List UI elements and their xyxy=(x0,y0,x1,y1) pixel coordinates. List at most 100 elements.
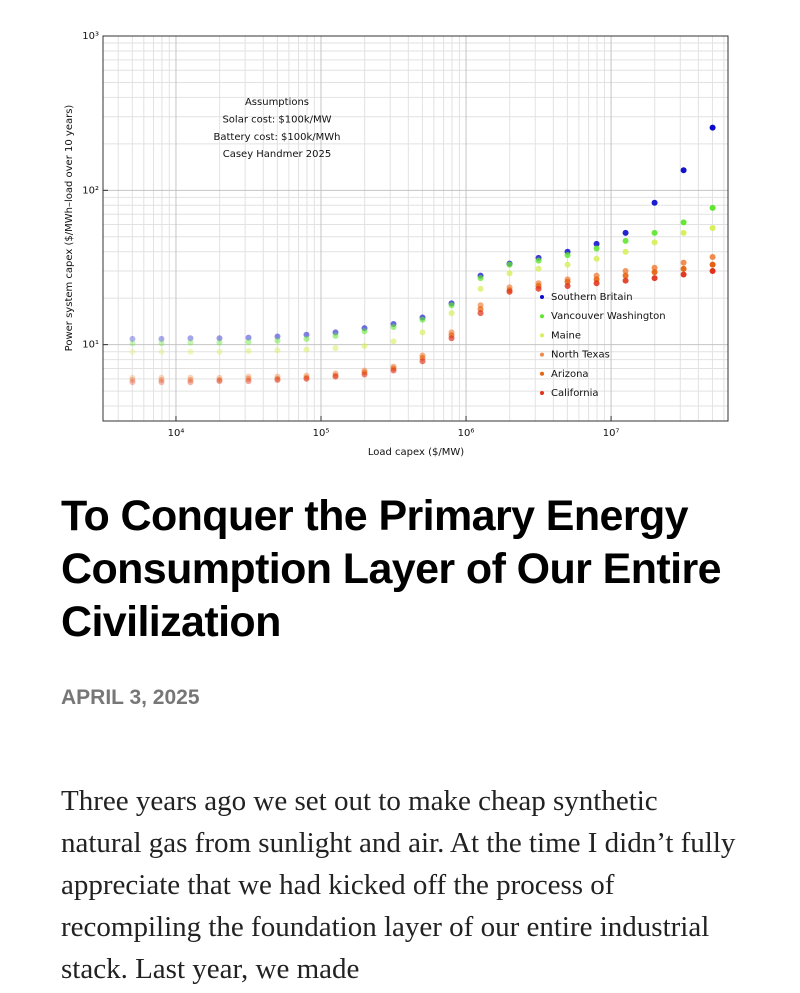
data-point xyxy=(506,270,513,277)
data-point xyxy=(564,252,571,259)
legend-marker xyxy=(540,333,544,338)
data-point xyxy=(129,335,136,342)
data-point xyxy=(564,261,571,268)
data-point xyxy=(216,335,223,342)
data-point xyxy=(680,271,687,278)
data-point xyxy=(129,374,136,381)
data-point xyxy=(158,335,165,342)
data-point xyxy=(303,346,310,353)
article-body: Three years ago we set out to make cheap… xyxy=(61,785,736,985)
data-point xyxy=(158,340,165,347)
data-point xyxy=(187,379,194,386)
data-point xyxy=(216,376,223,383)
legend-label: California xyxy=(551,388,599,399)
data-point xyxy=(361,371,368,378)
data-point xyxy=(593,240,600,247)
data-point xyxy=(680,219,687,226)
data-point xyxy=(593,280,600,287)
data-point xyxy=(419,316,426,323)
data-point xyxy=(274,333,281,340)
data-point xyxy=(245,334,252,341)
data-point xyxy=(390,367,397,374)
data-point xyxy=(129,340,136,347)
plot-frame xyxy=(102,35,729,422)
data-point xyxy=(564,282,571,289)
data-point xyxy=(158,379,165,386)
data-point xyxy=(216,348,223,355)
legend-label: Vancouver Washington xyxy=(551,311,666,322)
data-point xyxy=(274,375,281,382)
data-point xyxy=(622,268,629,275)
legend-label: Arizona xyxy=(551,369,589,380)
data-point xyxy=(680,259,687,266)
data-point xyxy=(477,275,484,282)
data-point xyxy=(245,375,252,382)
x-axis-label: Load capex ($/MW) xyxy=(368,447,464,458)
data-point xyxy=(303,331,310,338)
data-point xyxy=(506,288,513,295)
data-point xyxy=(622,277,629,284)
data-point xyxy=(245,339,252,346)
data-point xyxy=(129,348,136,355)
data-point xyxy=(593,255,600,262)
data-point xyxy=(274,337,281,344)
data-point xyxy=(332,345,339,352)
data-point xyxy=(361,342,368,349)
data-point xyxy=(158,374,165,381)
data-point xyxy=(709,204,716,211)
data-point xyxy=(158,376,165,383)
data-point xyxy=(216,374,223,381)
data-point xyxy=(274,373,281,380)
data-point xyxy=(651,199,658,206)
data-point xyxy=(622,237,629,244)
data-point xyxy=(709,253,716,260)
data-point xyxy=(361,328,368,335)
data-point xyxy=(709,124,716,131)
data-point xyxy=(622,248,629,255)
data-point xyxy=(448,335,455,342)
data-point xyxy=(477,310,484,317)
legend-marker xyxy=(540,314,544,319)
x-tick-label: 10⁴ xyxy=(168,428,185,439)
data-point xyxy=(274,376,281,383)
legend-label: North Texas xyxy=(551,350,610,361)
data-point xyxy=(651,264,658,271)
data-point xyxy=(477,285,484,292)
legend-label: Maine xyxy=(551,330,581,341)
data-point xyxy=(535,285,542,292)
data-point xyxy=(245,347,252,354)
data-point xyxy=(680,167,687,174)
data-point xyxy=(709,224,716,231)
data-point xyxy=(129,379,136,386)
y-tick-label: 10¹ xyxy=(82,340,99,351)
x-tick-label: 10⁷ xyxy=(603,428,620,439)
legend-marker xyxy=(540,352,544,357)
legend-marker xyxy=(540,391,544,395)
data-point xyxy=(709,261,716,268)
data-point xyxy=(593,245,600,252)
article-title: To Conquer the Primary Energy Consumptio… xyxy=(61,492,721,646)
data-point xyxy=(680,229,687,236)
data-point xyxy=(129,376,136,383)
y-tick-label: 10² xyxy=(82,185,99,196)
y-axis-label: Power system capex ($/MWh–load over 10 y… xyxy=(64,105,75,352)
data-point xyxy=(448,302,455,309)
data-point xyxy=(535,257,542,264)
data-point xyxy=(651,275,658,282)
annotation: Assumptions xyxy=(245,97,309,108)
data-point xyxy=(187,348,194,355)
data-point xyxy=(390,338,397,345)
data-point xyxy=(187,339,194,346)
data-point xyxy=(622,229,629,236)
data-point xyxy=(187,376,194,383)
data-point xyxy=(622,272,629,279)
annotation: Battery cost: $100k/MWh xyxy=(214,132,341,143)
article-date: APRIL 3, 2025 xyxy=(61,686,200,709)
legend-label: Southern Britain xyxy=(551,292,633,303)
data-point xyxy=(506,261,513,268)
data-point xyxy=(245,373,252,380)
plot-background xyxy=(103,36,728,421)
data-point xyxy=(651,269,658,276)
data-point xyxy=(419,358,426,365)
